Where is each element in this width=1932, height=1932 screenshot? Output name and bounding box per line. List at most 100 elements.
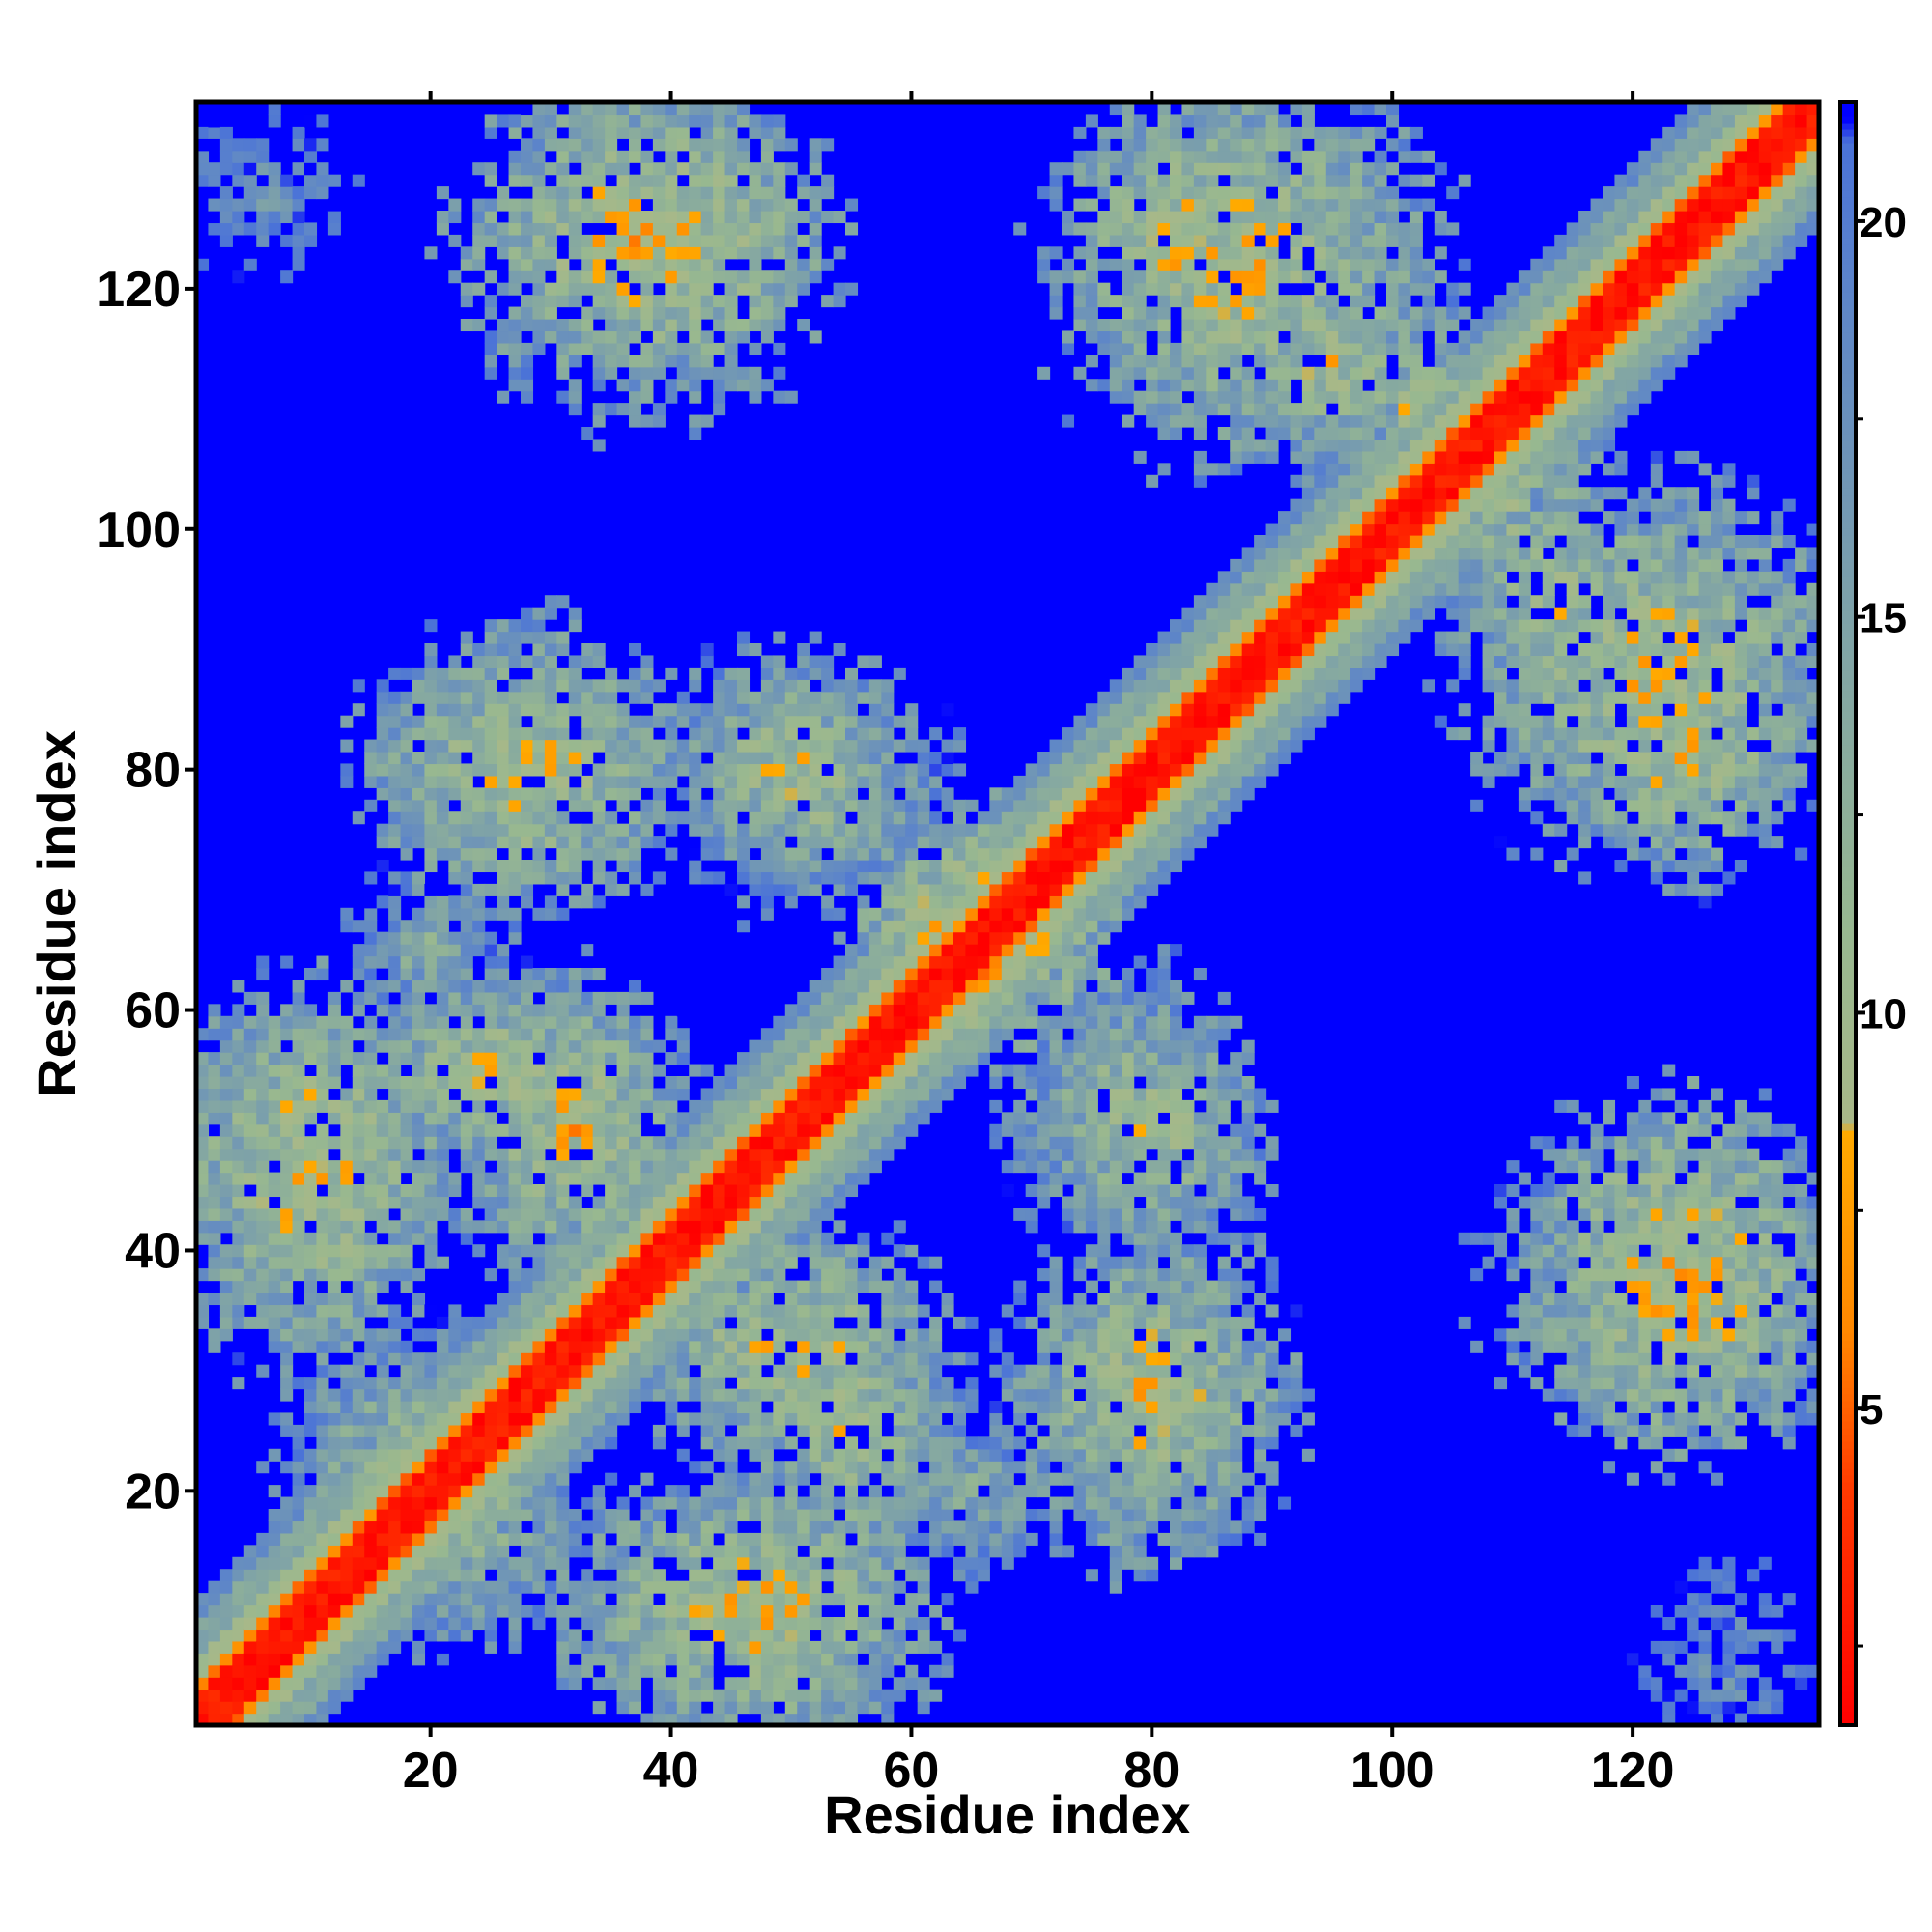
- heatmap-cell: [352, 1052, 365, 1065]
- heatmap-cell: [917, 1256, 930, 1269]
- heatmap-cell: [821, 174, 835, 187]
- heatmap-cell: [713, 342, 726, 355]
- heatmap-cell: [1001, 1352, 1014, 1366]
- heatmap-cell: [821, 1545, 835, 1558]
- heatmap-cell: [581, 1328, 594, 1342]
- heatmap-cell: [665, 295, 678, 308]
- heatmap-cell: [268, 162, 281, 176]
- heatmap-cell: [773, 126, 786, 139]
- heatmap-cell: [364, 968, 378, 981]
- heatmap-cell: [977, 1532, 990, 1546]
- heatmap-cell: [352, 1196, 365, 1209]
- heatmap-cell: [676, 1220, 690, 1234]
- heatmap-cell: [400, 775, 413, 788]
- heatmap-cell: [833, 1556, 846, 1570]
- heatmap-cell: [460, 1364, 473, 1378]
- heatmap-cell: [364, 931, 378, 945]
- heatmap-cell: [340, 1424, 354, 1437]
- heatmap-cell: [448, 1028, 462, 1041]
- heatmap-cell: [676, 379, 690, 392]
- heatmap-cell: [773, 1220, 786, 1234]
- heatmap-cell: [953, 991, 967, 1005]
- heatmap-cell: [605, 186, 618, 200]
- heatmap-cell: [592, 1485, 606, 1498]
- heatmap-cell: [953, 1520, 967, 1534]
- heatmap-cell: [424, 931, 438, 945]
- heatmap-cell: [268, 1640, 281, 1654]
- heatmap-cell: [243, 1580, 257, 1594]
- heatmap-cell: [581, 1605, 594, 1618]
- heatmap-cell: [316, 1653, 329, 1666]
- heatmap-cell: [376, 1256, 389, 1269]
- heatmap-cell: [616, 1640, 630, 1654]
- heatmap-cell: [809, 1401, 822, 1414]
- heatmap-cell: [640, 150, 654, 163]
- heatmap-cell: [797, 1640, 810, 1654]
- heatmap-cell: [327, 1064, 341, 1077]
- heatmap-cell: [340, 1256, 354, 1269]
- heatmap-cell: [629, 1580, 642, 1594]
- heatmap-cell: [592, 1004, 606, 1017]
- heatmap-cell: [327, 1328, 341, 1342]
- heatmap-cell: [616, 1569, 630, 1582]
- heatmap-cell: [809, 1004, 822, 1017]
- heatmap-cell: [280, 1461, 294, 1474]
- heatmap-cell: [760, 1532, 774, 1546]
- heatmap-cell: [797, 775, 810, 788]
- heatmap-cell: [640, 1580, 654, 1594]
- heatmap-cell: [412, 1580, 426, 1594]
- heatmap-cell: [592, 836, 606, 849]
- heatmap-cell: [448, 1532, 462, 1546]
- heatmap-cell: [412, 991, 426, 1005]
- heatmap-cell: [521, 1496, 534, 1510]
- heatmap-cell: [629, 1099, 642, 1113]
- heatmap-cell: [857, 895, 870, 909]
- heatmap-cell: [460, 295, 473, 308]
- heatmap-cell: [917, 1701, 930, 1715]
- heatmap-cell: [280, 211, 294, 224]
- heatmap-cell: [845, 1136, 859, 1150]
- heatmap-cell: [472, 799, 486, 812]
- heatmap-cell: [521, 1377, 534, 1390]
- heatmap-cell: [700, 1148, 714, 1161]
- heatmap-cell: [532, 727, 546, 741]
- heatmap-cell: [208, 1208, 221, 1221]
- heatmap-cell: [424, 1485, 438, 1498]
- heatmap-cell: [857, 860, 870, 873]
- heatmap-cell: [881, 907, 895, 921]
- heatmap-cell: [749, 1352, 762, 1366]
- heatmap-cell: [472, 1436, 486, 1450]
- heatmap-cell: [881, 752, 895, 765]
- heatmap-cell: [532, 1461, 546, 1474]
- heatmap-cell: [508, 1605, 522, 1618]
- heatmap-cell: [605, 1677, 618, 1690]
- heatmap-cell: [749, 162, 762, 176]
- heatmap-cell: [208, 1664, 221, 1678]
- heatmap-cell: [713, 775, 726, 788]
- heatmap-cell: [508, 871, 522, 885]
- heatmap-cell: [665, 1532, 678, 1546]
- heatmap-cell: [809, 1485, 822, 1498]
- heatmap-cell: [340, 1377, 354, 1390]
- heatmap-cell: [905, 1377, 919, 1390]
- heatmap-cell: [208, 1340, 221, 1353]
- heatmap-cell: [592, 1280, 606, 1293]
- heatmap-cell: [316, 1123, 329, 1137]
- heatmap-cell: [497, 1244, 510, 1258]
- heatmap-cell: [400, 1232, 413, 1245]
- heatmap-cell: [484, 1580, 497, 1594]
- heatmap-cell: [340, 1172, 354, 1185]
- heatmap-cell: [532, 799, 546, 812]
- heatmap-cell: [665, 1015, 678, 1029]
- heatmap-cell: [592, 871, 606, 885]
- heatmap-cell: [196, 1617, 210, 1631]
- heatmap-cell: [749, 174, 762, 187]
- heatmap-cell: [581, 211, 594, 224]
- heatmap-cell: [196, 1701, 210, 1715]
- heatmap-cell: [592, 968, 606, 981]
- heatmap-cell: [340, 1556, 354, 1570]
- heatmap-cell: [941, 883, 954, 896]
- heatmap-cell: [845, 1340, 859, 1353]
- heatmap-cell: [556, 667, 570, 680]
- heatmap-cell: [724, 1629, 738, 1642]
